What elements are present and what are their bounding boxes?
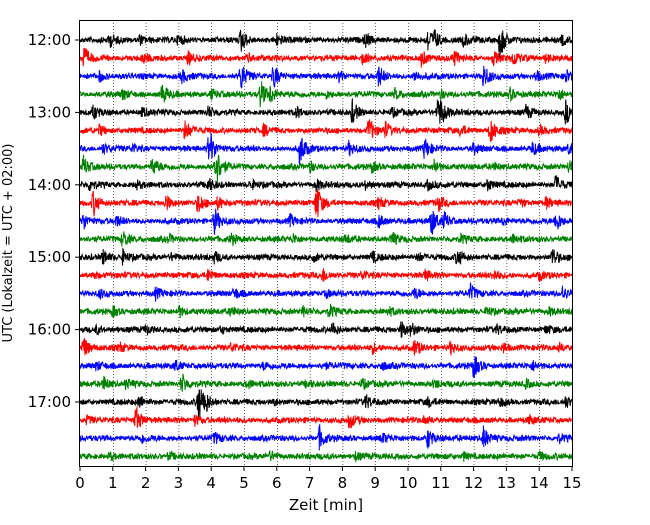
y-tick-label: 16:00 [28,321,71,339]
x-tick-label: 8 [338,474,348,492]
x-tick-label: 9 [370,474,380,492]
trace-line [79,388,573,420]
trace-line [79,247,573,266]
trace-line [79,154,573,183]
tick-layer: 0 1 2 3 4 5 6 7 8 9 10 11 12 13 14 1512:0013:0014:0015:… [28,31,582,492]
x-tick-label: 2 [141,474,151,492]
trace-line [79,132,573,166]
trace-line [79,356,573,379]
y-tick-label: 17:00 [28,393,71,411]
trace-line [79,81,573,108]
y-tick-label: 12:00 [28,31,71,49]
x-tick-label: 10 [398,474,417,492]
x-tick-label: 15 [562,474,581,492]
trace-line [79,337,573,357]
x-tick-label: 12 [464,474,483,492]
trace-line [79,424,573,451]
trace-line [79,65,573,89]
trace-line [79,189,573,218]
trace-line [79,175,573,193]
trace-line [79,98,573,125]
trace-line [79,321,573,338]
trace-line [79,450,573,462]
x-tick-label: 6 [272,474,282,492]
x-tick-label: 11 [431,474,450,492]
x-tick-label: 7 [305,474,315,492]
trace-line [79,47,573,68]
y-tick-label: 13:00 [28,103,71,121]
grid-layer [113,20,541,466]
x-tick-label: 5 [239,474,249,492]
y-tick-label: 15:00 [28,248,71,266]
x-tick-label: 4 [206,474,216,492]
plot-frame [79,20,573,467]
y-axis-label: UTC (Lokalzeit = UTC + 02:00) [1,144,16,343]
trace-layer [79,29,573,462]
x-tick-label: 3 [174,474,184,492]
x-tick-label: 13 [497,474,516,492]
trace-line [79,208,573,235]
trace-line [79,303,573,319]
x-tick-label: 14 [530,474,549,492]
trace-line [79,281,573,302]
x-tick-label: 0 [75,474,85,492]
trace-line [79,29,573,62]
y-tick-label: 14:00 [28,176,71,194]
trace-line [79,406,573,429]
x-tick-label: 1 [108,474,118,492]
trace-line [79,373,573,392]
trace-line [79,268,573,282]
trace-line [79,118,573,142]
trace-line [79,231,573,247]
x-axis-label: Zeit [min] [289,496,363,514]
